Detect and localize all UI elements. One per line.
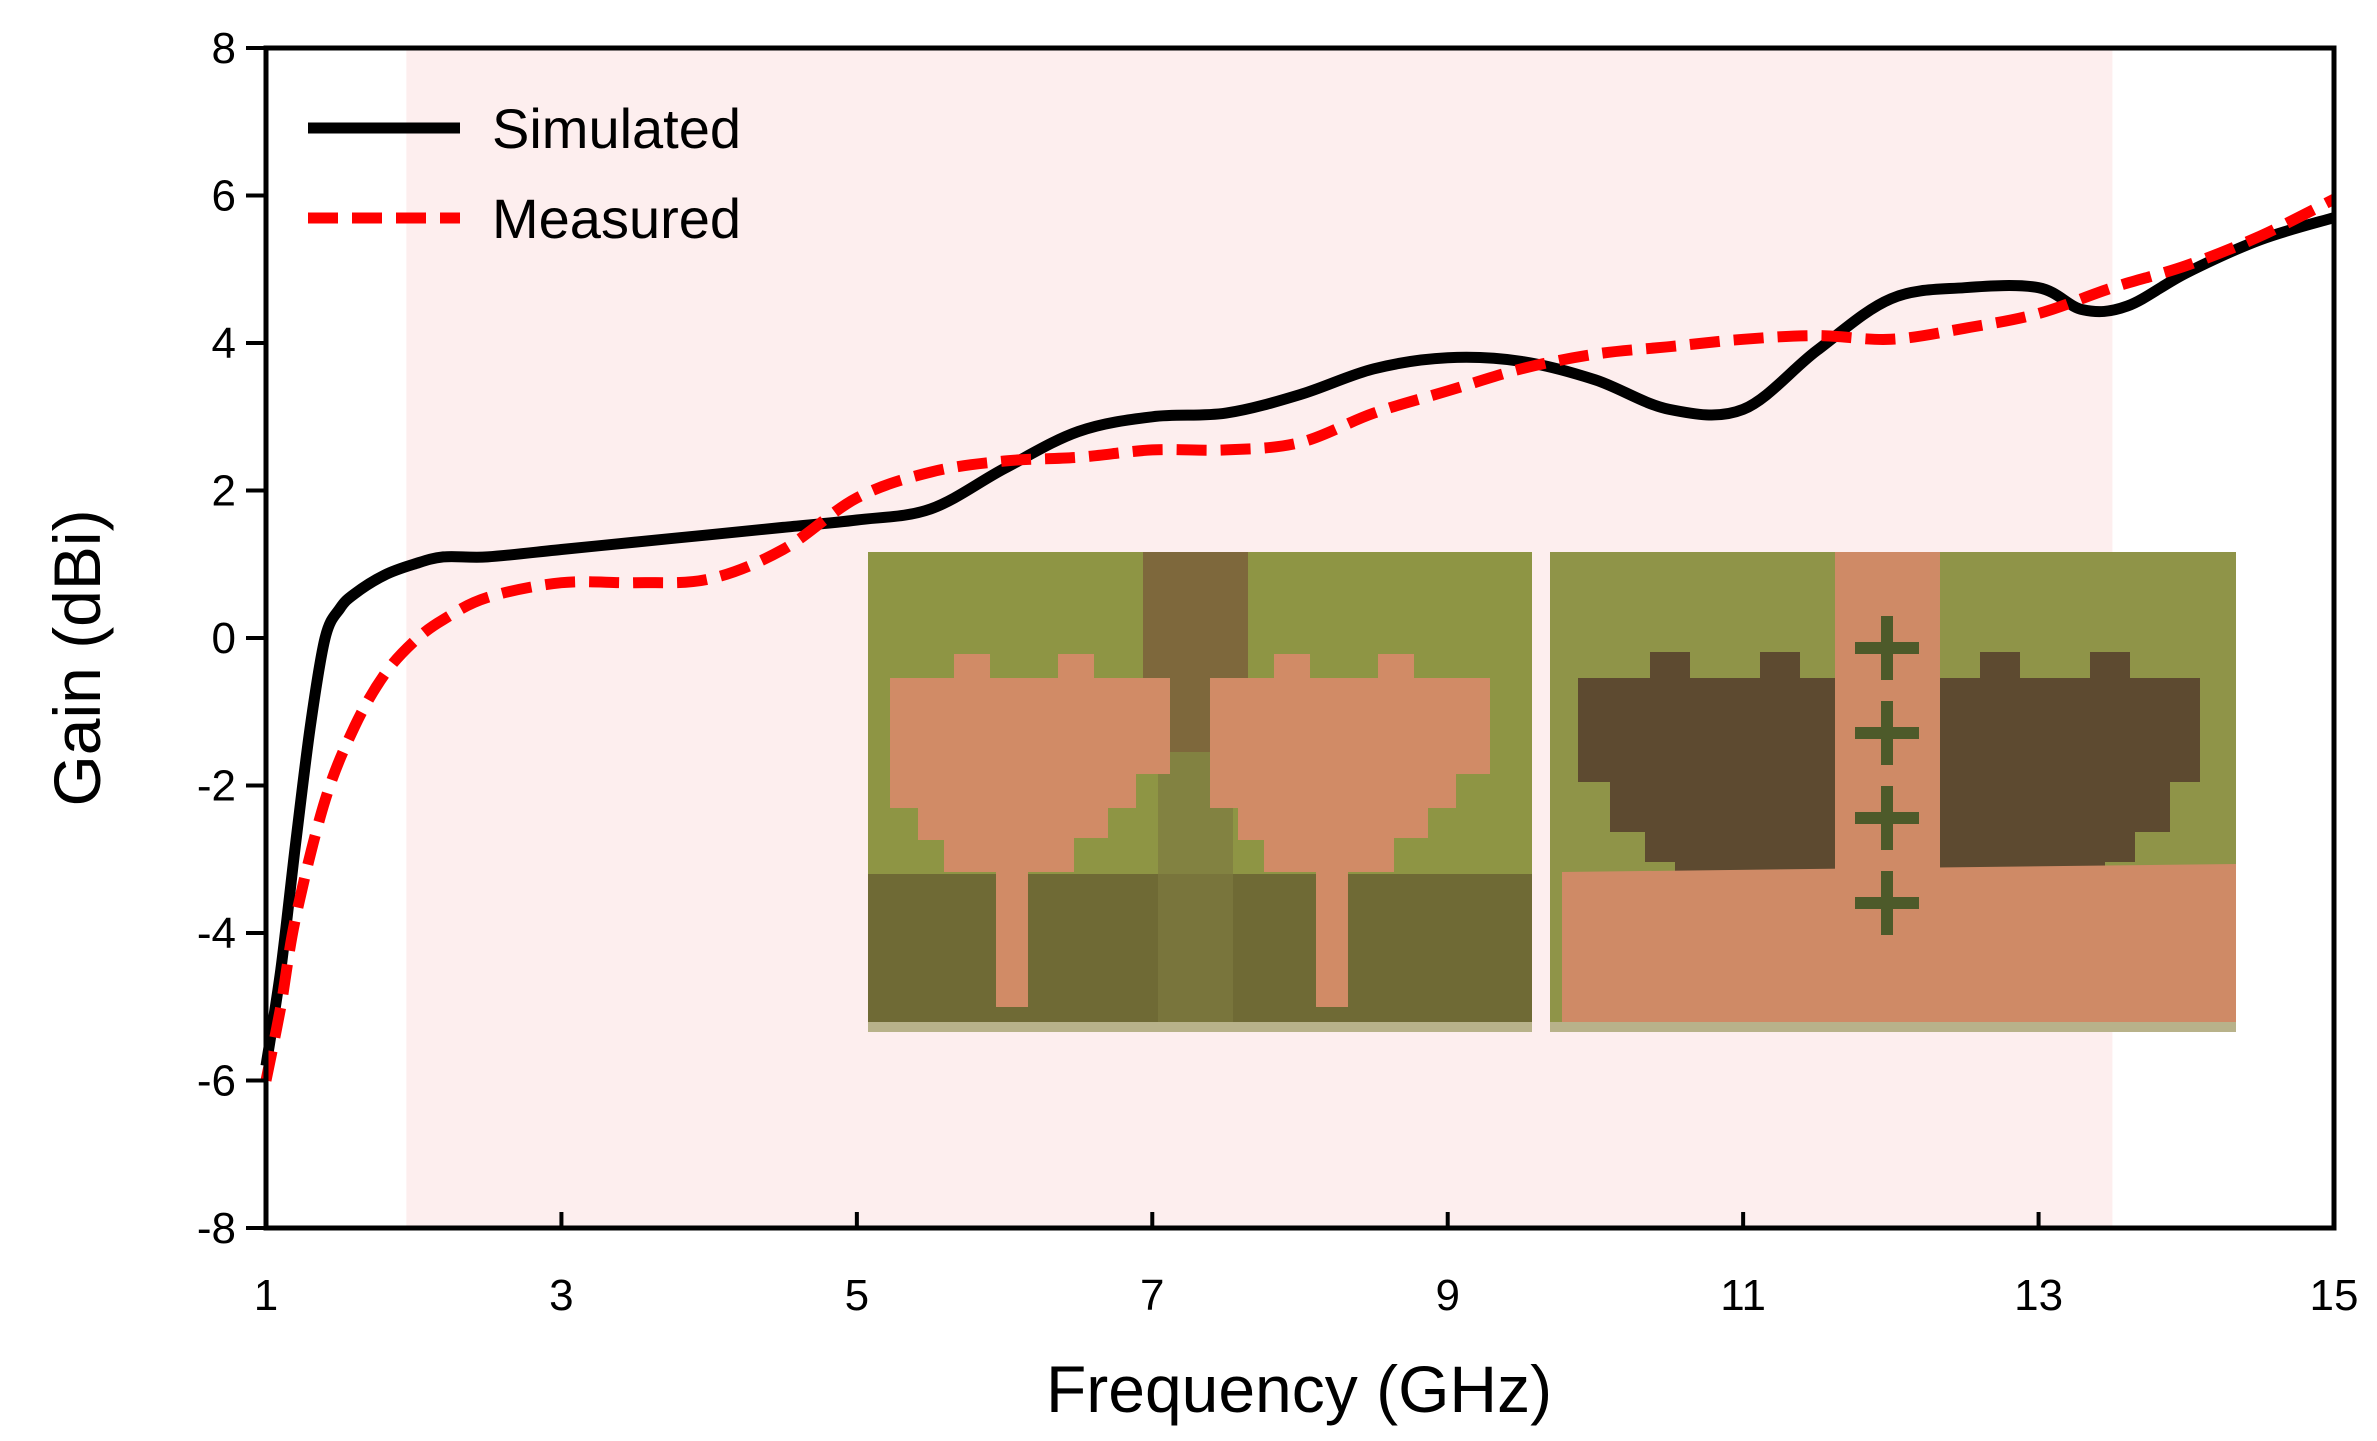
y-tick-label: -4 <box>197 909 236 958</box>
x-tick-label: 15 <box>2310 1271 2359 1320</box>
series-line-measured <box>260 194 2337 1082</box>
x-tick-label: 1 <box>254 1271 278 1320</box>
x-tick-label: 13 <box>2014 1271 2063 1320</box>
series-layer <box>260 194 2337 1082</box>
y-tick-label: 6 <box>212 172 236 221</box>
y-tick-label: 4 <box>212 319 236 368</box>
x-axis-title: Frequency (GHz) <box>1046 1352 1552 1426</box>
legend: Simulated Measured <box>308 97 741 250</box>
legend-simulated-label: Simulated <box>492 97 741 160</box>
x-tick-label: 3 <box>549 1271 573 1320</box>
y-tick-label: 0 <box>212 614 236 663</box>
x-tick-label: 9 <box>1435 1271 1459 1320</box>
y-tick-label: -2 <box>197 762 236 811</box>
antenna-photo-front <box>868 552 1532 1032</box>
series-line-simulated <box>260 212 2336 1067</box>
y-tick-label: -8 <box>197 1204 236 1253</box>
y-tick-label: 2 <box>212 467 236 516</box>
x-tick-label: 11 <box>1720 1271 1766 1320</box>
legend-measured-label: Measured <box>492 187 741 250</box>
x-tick-label: 7 <box>1140 1271 1164 1320</box>
y-axis-title: Gain (dBi) <box>40 509 114 806</box>
y-tick-label: 8 <box>212 24 236 73</box>
x-tick-label: 5 <box>845 1271 869 1320</box>
y-tick-label: -6 <box>197 1057 236 1106</box>
antenna-photo-back <box>1550 552 2236 1032</box>
